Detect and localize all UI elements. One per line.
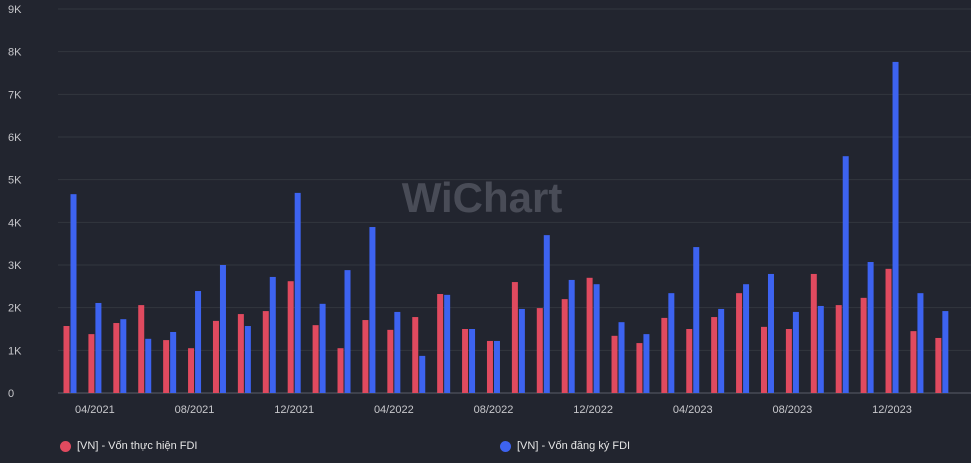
bar-realized [860,297,867,393]
bar-realized [362,320,369,393]
bar-realized [486,340,493,393]
bar-registered [344,270,351,393]
bar-registered [319,303,326,393]
bar-realized [611,335,618,393]
bar-registered [892,61,899,393]
bar-registered [244,326,251,393]
bar-registered [195,291,202,393]
bar-registered [718,308,725,393]
x-tick-label: 04/2022 [374,404,414,416]
legend-dot-red [60,440,71,452]
bar-realized [885,268,892,393]
bar-registered [568,279,575,393]
bar-realized [138,305,145,393]
bar-realized [935,337,942,393]
bar-realized [63,326,70,393]
bar-registered [842,156,849,393]
x-tick-label: 08/2021 [175,404,215,416]
legend-label: [VN] - Vốn đăng ký FDI [517,440,631,452]
bar-realized [785,329,792,393]
bar-registered [867,262,874,393]
bar-realized [536,308,543,393]
bar-registered [743,284,750,393]
bar-realized [262,311,269,393]
bar-registered [469,329,476,393]
bar-registered [170,331,177,393]
bar-realized [237,314,244,393]
x-tick-label: 12/2022 [573,404,613,416]
bar-registered [668,293,675,393]
legend-label: [VN] - Vốn thực hiện FDI [77,440,198,452]
bar-realized [835,305,842,393]
bar-registered [518,308,525,393]
bar-realized [736,293,743,393]
x-tick-label: 08/2023 [773,404,813,416]
bar-realized [462,329,469,393]
bar-registered [543,235,550,393]
bar-registered [120,319,127,393]
bar-registered [643,334,650,393]
y-tick-label: 3K [8,260,22,272]
bar-registered [593,284,600,393]
x-tick-label: 08/2022 [474,404,514,416]
legend-item-realized[interactable]: [VN] - Vốn thực hiện FDI [60,440,197,452]
bar-realized [312,325,319,393]
bar-realized [561,299,568,393]
bar-registered [618,322,625,393]
bar-realized [810,273,817,393]
bar-registered [394,311,401,393]
legend-item-registered[interactable]: [VN] - Vốn đăng ký FDI [500,440,630,452]
bar-registered [145,338,152,393]
y-tick-label: 6K [8,132,22,144]
x-tick-label: 12/2023 [872,404,912,416]
bar-registered [917,293,924,393]
bar-realized [760,326,767,393]
bar-registered [817,305,824,393]
bar-registered [294,192,301,393]
bar-registered [419,355,426,393]
bar-realized [88,334,95,393]
bar-realized [711,317,718,393]
y-tick-label: 7K [8,89,22,101]
bar-realized [113,323,120,393]
x-tick-label: 04/2021 [75,404,115,416]
bar-registered [693,247,700,393]
bar-realized [212,320,219,393]
bar-realized [412,317,419,393]
bar-realized [910,331,917,393]
y-tick-label: 8K [8,47,22,59]
legend-dot-blue [500,440,511,452]
bar-realized [337,348,344,393]
bar-realized [163,340,170,393]
bar-registered [95,302,102,393]
bar-registered [369,227,376,393]
y-tick-label: 9K [8,4,22,16]
y-tick-label: 4K [8,217,22,229]
bar-realized [636,343,643,393]
y-tick-label: 1K [8,345,22,357]
bar-registered [767,273,774,393]
y-tick-label: 5K [8,175,22,187]
bar-realized [586,277,593,393]
wichart-watermark: WiChart [402,174,563,221]
bar-realized [511,282,518,393]
bar-realized [387,329,394,393]
bar-realized [188,348,195,393]
bar-realized [287,281,294,393]
bar-registered [493,340,500,393]
bar-realized [686,329,693,393]
y-tick-label: 2K [8,303,22,315]
bar-registered [444,294,451,393]
bar-realized [437,294,444,393]
bar-realized [661,317,668,393]
bar-registered [942,311,949,393]
bar-registered [792,311,799,393]
bar-registered [70,194,77,393]
bar-registered [219,265,226,393]
bar-registered [269,276,276,393]
y-tick-label: 0 [8,388,14,400]
x-tick-label: 12/2021 [274,404,314,416]
x-tick-label: 04/2023 [673,404,713,416]
